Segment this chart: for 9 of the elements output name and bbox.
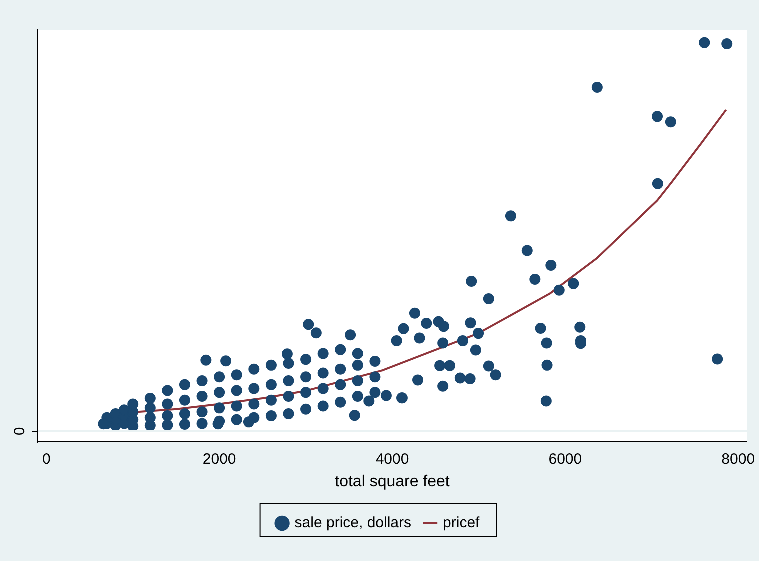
text: 0 [12, 427, 29, 436]
x-tick-label: 0 [42, 451, 51, 468]
x-axis-title: total square feet [335, 473, 450, 490]
legend-label: sale price, dollars [294, 514, 412, 532]
x-tick-label: 4000 [376, 451, 410, 468]
x-tick-label: 2000 [202, 451, 236, 468]
x-tick-label: 6000 [548, 451, 582, 468]
legend-label: pricef [443, 514, 481, 532]
x-tick-label: 8000 [722, 451, 756, 468]
